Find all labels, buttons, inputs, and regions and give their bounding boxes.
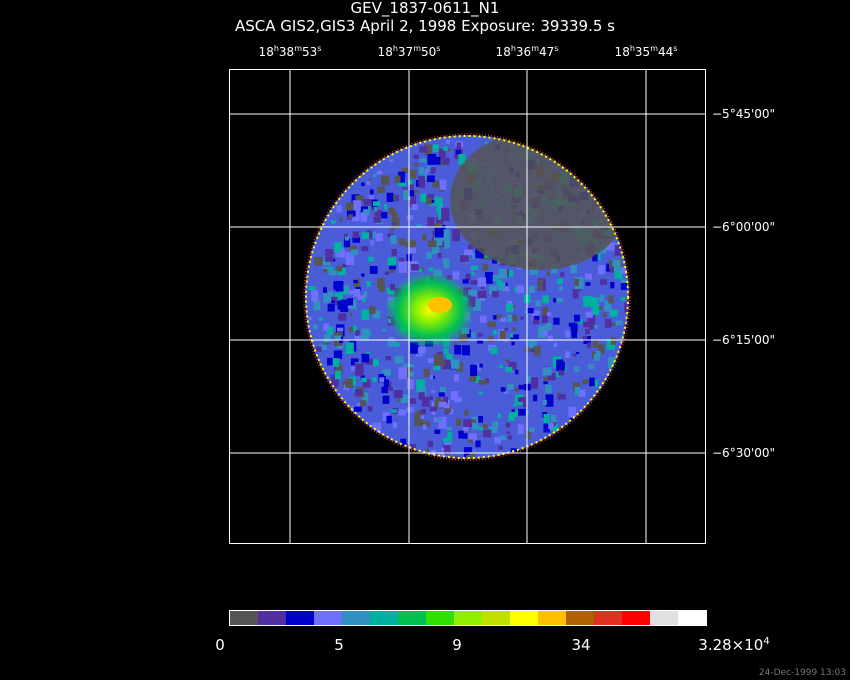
colorbar-swatch xyxy=(650,611,679,625)
colorbar-swatch xyxy=(370,611,399,625)
colorbar-swatch xyxy=(314,611,343,625)
colorbar-swatch xyxy=(454,611,483,625)
colorbar-label-0: 0 xyxy=(215,636,225,654)
disc-edge xyxy=(305,135,629,459)
colorbar-swatch xyxy=(230,611,259,625)
timestamp: 24-Dec-1999 13:03 xyxy=(758,668,846,678)
colorbar-label-3: 34 xyxy=(571,636,591,654)
colorbar-swatch xyxy=(566,611,595,625)
colorbar-swatch xyxy=(286,611,315,625)
colorbar-label-4: 3.28×104 xyxy=(698,636,770,654)
colorbar-swatch xyxy=(398,611,427,625)
ra-label-4: 18h35m44s xyxy=(614,44,678,59)
coordinate-grid xyxy=(229,69,705,543)
plot-border xyxy=(229,69,706,544)
bright-source xyxy=(385,272,475,348)
colorbar-swatch xyxy=(482,611,511,625)
colorbar-swatch xyxy=(510,611,539,625)
colorbar-swatch xyxy=(342,611,371,625)
ra-label-1: 18h38m53s xyxy=(258,44,322,59)
ra-label-3: 18h36m47s xyxy=(495,44,559,59)
dec-label-1: −5°45'00" xyxy=(712,107,776,121)
image-subtitle: ASCA GIS2,GIS3 April 2, 1998 Exposure: 3… xyxy=(235,17,615,35)
colorbar-border xyxy=(229,610,707,626)
colorbar-swatch xyxy=(538,611,567,625)
xray-image xyxy=(305,135,629,459)
colorbar-swatch xyxy=(426,611,455,625)
colorbar xyxy=(229,610,707,626)
dec-label-4: −6°30'00" xyxy=(712,446,776,460)
colorbar-swatch xyxy=(258,611,287,625)
ra-label-2: 18h37m50s xyxy=(377,44,441,59)
dec-label-2: −6°00'00" xyxy=(712,220,776,234)
colorbar-label-2: 9 xyxy=(452,636,462,654)
colorbar-swatch xyxy=(594,611,623,625)
colorbar-label-1: 5 xyxy=(334,636,344,654)
image-title: GEV_1837-0611_N1 xyxy=(350,0,500,17)
colorbar-swatch xyxy=(622,611,651,625)
colorbar-swatch xyxy=(678,611,707,625)
dec-label-3: −6°15'00" xyxy=(712,333,776,347)
